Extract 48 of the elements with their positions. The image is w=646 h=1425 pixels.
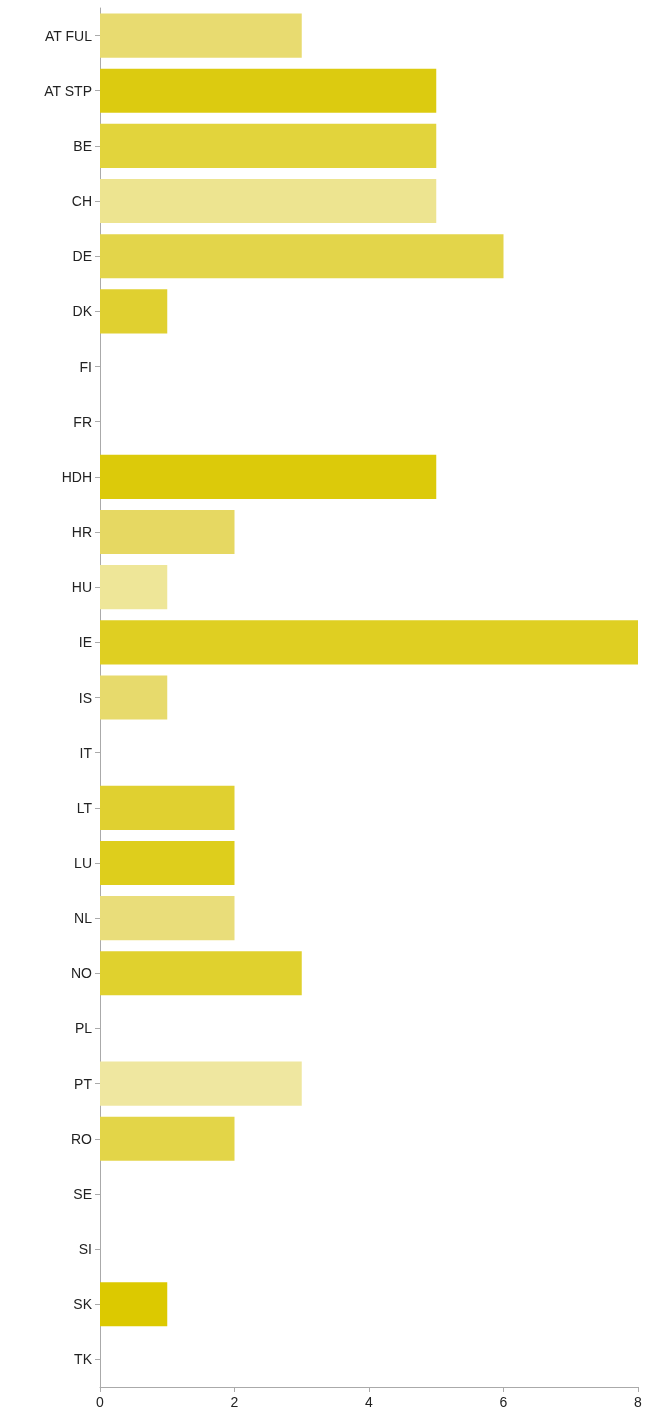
y-tick-label: CH <box>71 193 92 210</box>
y-tick-label: DK <box>72 303 93 320</box>
y-tick-label: IE <box>78 634 92 651</box>
y-tick-label: SK <box>73 1296 93 1313</box>
y-tick-label: HR <box>71 524 92 541</box>
bar <box>100 68 437 113</box>
y-tick-label: IT <box>79 744 93 761</box>
bar <box>100 454 437 499</box>
y-tick-label: BE <box>73 137 92 154</box>
bar <box>100 675 168 720</box>
bar <box>100 620 638 665</box>
y-tick-label: SE <box>73 1185 92 1202</box>
bar <box>100 509 235 555</box>
y-tick-label: RO <box>71 1130 93 1147</box>
y-tick-label: IS <box>78 689 92 706</box>
bar <box>100 123 437 168</box>
y-tick-label: DE <box>72 248 92 265</box>
bar <box>100 179 437 224</box>
bar <box>100 1116 235 1161</box>
x-tick-label: 0 <box>96 1394 105 1410</box>
x-tick-label: 2 <box>230 1394 239 1410</box>
y-tick-label: NO <box>71 965 93 982</box>
y-tick-label: HDH <box>61 468 92 485</box>
bar <box>100 951 302 996</box>
bar <box>100 234 504 279</box>
y-tick-label: NL <box>74 910 93 927</box>
bar <box>100 840 235 886</box>
bar <box>100 289 168 334</box>
bar <box>100 565 168 610</box>
y-tick-label: PT <box>74 1075 93 1092</box>
y-tick-label: TK <box>74 1351 93 1368</box>
x-tick-label: 8 <box>634 1394 643 1410</box>
y-tick-label: AT FUL <box>45 27 93 44</box>
y-tick-label: SI <box>78 1241 92 1258</box>
y-tick-label: FR <box>73 413 92 430</box>
y-tick-label: PL <box>74 1020 93 1037</box>
y-tick-label: LU <box>74 854 92 871</box>
y-tick-label: HU <box>71 579 92 596</box>
bar <box>100 13 302 58</box>
x-tick-label: 4 <box>365 1394 374 1410</box>
bar <box>100 1282 168 1327</box>
y-tick-label: LT <box>76 799 93 816</box>
bar <box>100 1061 302 1106</box>
bar <box>100 785 235 830</box>
y-tick-label: AT STP <box>44 82 92 99</box>
bar <box>100 896 235 941</box>
x-tick-label: 6 <box>499 1394 508 1410</box>
y-tick-label: FI <box>79 358 92 375</box>
